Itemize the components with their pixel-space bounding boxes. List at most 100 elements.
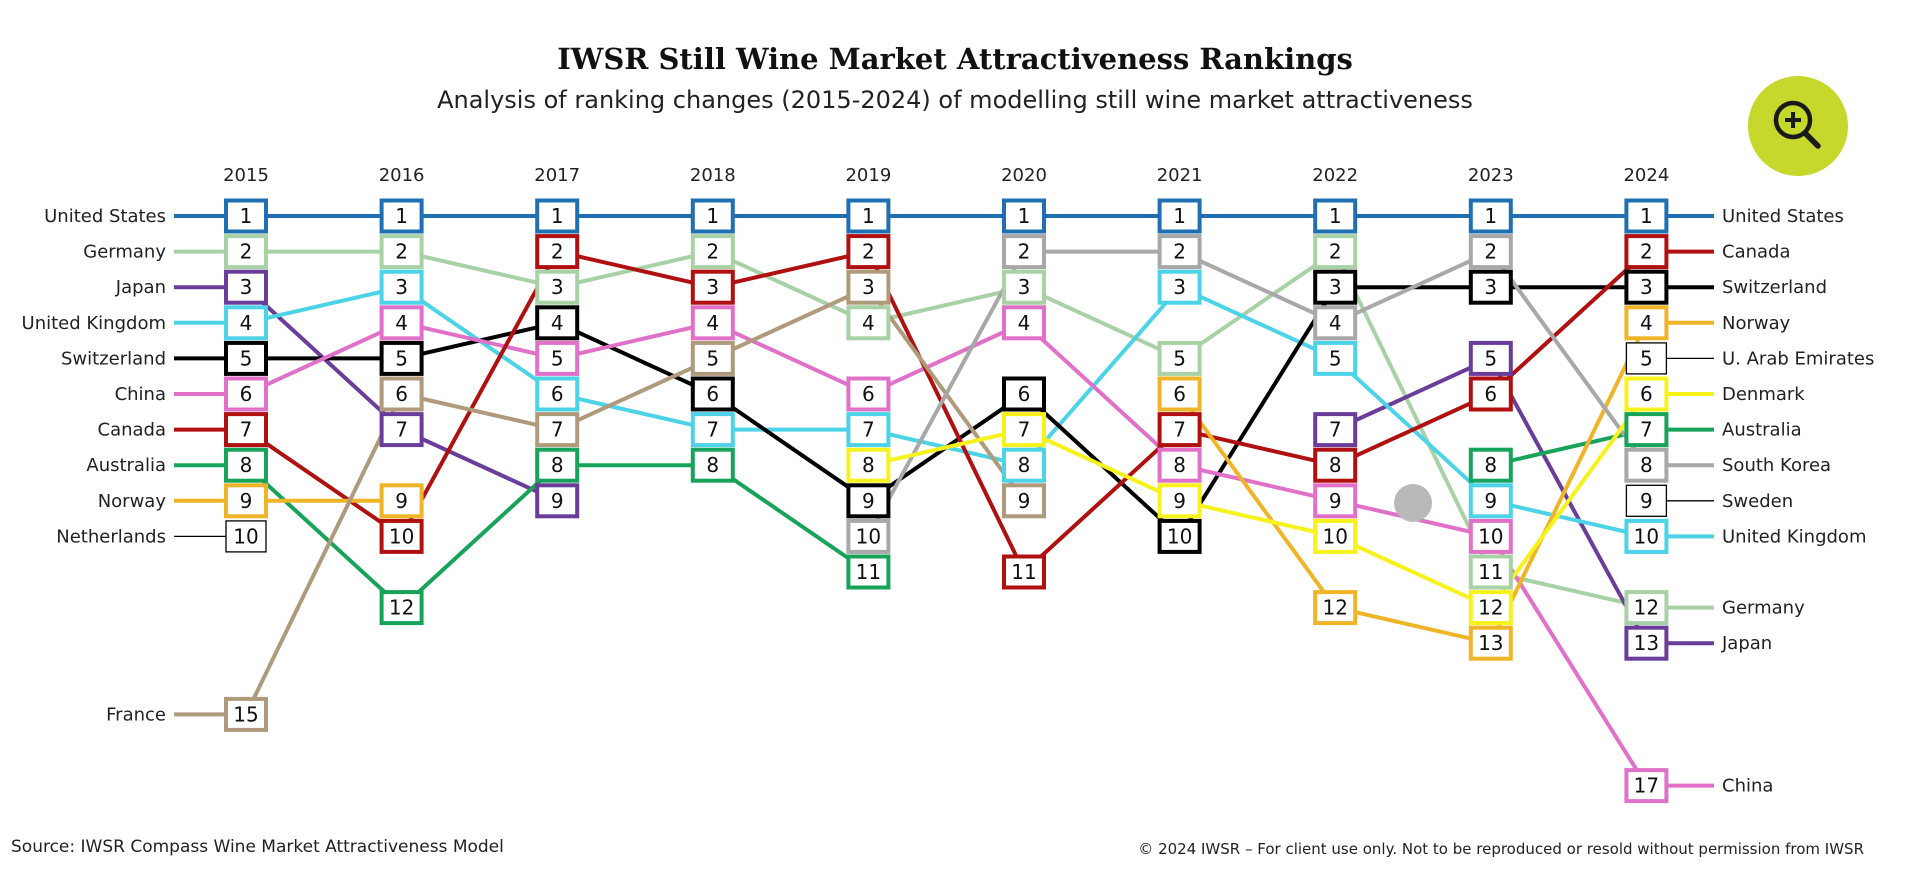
rank-value: 1 xyxy=(551,204,564,228)
line-canada-2023 xyxy=(1488,249,1649,396)
rank-box-germany-2022: 2 xyxy=(1313,234,1358,270)
rank-value: 15 xyxy=(233,702,258,726)
rank-value: 1 xyxy=(395,204,408,228)
rank-value: 4 xyxy=(1640,311,1653,335)
rank-value: 9 xyxy=(1640,489,1653,513)
rank-box-france-2018: 5 xyxy=(690,340,735,376)
rank-box-frame xyxy=(379,483,424,519)
line-australia-2015 xyxy=(244,463,404,610)
rank-box-south-korea-2023: 2 xyxy=(1468,234,1513,270)
rank-box-frame xyxy=(1157,412,1202,448)
rank-value: 5 xyxy=(1640,346,1653,370)
line-australia-2016 xyxy=(399,463,560,610)
year-label-2021: 2021 xyxy=(1157,165,1203,186)
right-label-china: China xyxy=(1722,776,1773,797)
right-label-south-korea: South Korea xyxy=(1722,455,1831,476)
rank-box-frame xyxy=(535,412,580,448)
line-canada-2022 xyxy=(1333,392,1493,468)
chart-title: IWSR Still Wine Market Attractiveness Ra… xyxy=(557,42,1353,76)
rank-value: 2 xyxy=(706,240,719,264)
rank-box-frame xyxy=(224,447,268,483)
rank-value: 7 xyxy=(395,418,408,442)
rank-value: 9 xyxy=(395,489,408,513)
line-france-2017 xyxy=(555,356,715,432)
line-canada-2017 xyxy=(555,249,715,290)
line-france-2016 xyxy=(399,392,560,432)
rank-box-frame xyxy=(1625,484,1668,517)
rank-box-australia-2024: 7 xyxy=(1624,412,1669,448)
rank-value: 9 xyxy=(551,489,564,513)
rank-value: 7 xyxy=(1173,418,1186,442)
rank-box-frame xyxy=(1002,234,1046,270)
rank-value: 5 xyxy=(1173,346,1186,370)
rank-value: 11 xyxy=(1011,560,1036,584)
rank-box-australia-2016: 12 xyxy=(379,590,424,626)
rank-box-germany-2018: 2 xyxy=(690,234,735,270)
rank-box-switzerland-2019: 9 xyxy=(846,483,891,519)
rank-box-frame xyxy=(690,340,735,376)
line-china-2015 xyxy=(244,320,404,396)
zoom-button[interactable] xyxy=(1748,76,1848,176)
rank-box-japan-2023: 5 xyxy=(1468,340,1513,376)
rank-value: 7 xyxy=(551,418,564,442)
rank-box-frame xyxy=(1002,483,1046,519)
rank-box-frame xyxy=(1468,376,1513,412)
line-norway-2022 xyxy=(1333,605,1493,646)
rank-box-frame xyxy=(1468,269,1513,305)
rank-box-united-kingdom-2021: 3 xyxy=(1157,269,1202,305)
rank-box-canada-2021: 7 xyxy=(1157,412,1202,448)
rank-box-norway-2023: 13 xyxy=(1468,625,1513,661)
rank-value: 9 xyxy=(240,489,253,513)
rank-box-frame xyxy=(1002,554,1046,590)
left-label-switzerland: Switzerland xyxy=(61,348,166,369)
rank-box-united-kingdom-2019: 7 xyxy=(846,412,891,448)
line-china-2017 xyxy=(555,320,715,361)
rank-box-frame xyxy=(224,483,268,519)
rank-value: 3 xyxy=(551,275,564,299)
right-label-canada: Canada xyxy=(1722,242,1791,263)
rank-box-france-2015: 15 xyxy=(224,696,268,732)
rank-box-frame xyxy=(1468,518,1513,554)
left-label-france: France xyxy=(106,704,166,725)
rank-box-frame xyxy=(1624,768,1669,804)
rank-box-frame xyxy=(1468,447,1513,483)
rank-box-frame xyxy=(379,412,424,448)
line-norway-2023 xyxy=(1488,320,1649,646)
rank-value: 8 xyxy=(240,453,253,477)
rank-value: 11 xyxy=(1478,560,1503,584)
rank-box-frame xyxy=(1625,342,1668,375)
line-canada-2018 xyxy=(710,249,871,290)
rank-value: 6 xyxy=(862,382,875,406)
left-label-australia: Australia xyxy=(86,455,166,476)
rank-box-united-kingdom-2015: 4 xyxy=(224,305,268,341)
rank-value: 9 xyxy=(862,489,875,513)
rank-value: 1 xyxy=(862,204,875,228)
rank-value: 4 xyxy=(862,311,875,335)
rank-box-united-states-2020: 1 xyxy=(1002,198,1046,234)
rank-box-frame xyxy=(690,447,735,483)
rank-value: 10 xyxy=(1634,524,1659,548)
rank-box-frame xyxy=(379,269,424,305)
rank-box-frame xyxy=(1468,590,1513,626)
rank-value: 4 xyxy=(551,311,564,335)
rank-box-frame xyxy=(1157,340,1202,376)
rank-value: 7 xyxy=(862,418,875,442)
rank-box-frame xyxy=(379,198,424,234)
rank-box-frame xyxy=(1157,483,1202,519)
rank-box-frame xyxy=(535,198,580,234)
rank-value: 1 xyxy=(240,204,253,228)
rank-value: 9 xyxy=(1173,489,1186,513)
line-denmark-2023 xyxy=(1488,392,1649,610)
rank-box-canada-2020: 11 xyxy=(1002,554,1046,590)
rank-box-frame xyxy=(846,269,891,305)
rank-box-france-2019: 3 xyxy=(846,269,891,305)
rank-box-u-arab-emirates-2024: 5 xyxy=(1625,342,1668,375)
rank-box-france-2020: 9 xyxy=(1002,483,1046,519)
rank-box-switzerland-2018: 6 xyxy=(690,376,735,412)
rank-box-switzerland-2024: 3 xyxy=(1624,269,1669,305)
rank-value: 10 xyxy=(233,524,258,548)
line-china-2021 xyxy=(1177,463,1338,503)
rank-box-denmark-2021: 9 xyxy=(1157,483,1202,519)
rank-value: 11 xyxy=(856,560,881,584)
line-canada-2020 xyxy=(1022,427,1182,574)
